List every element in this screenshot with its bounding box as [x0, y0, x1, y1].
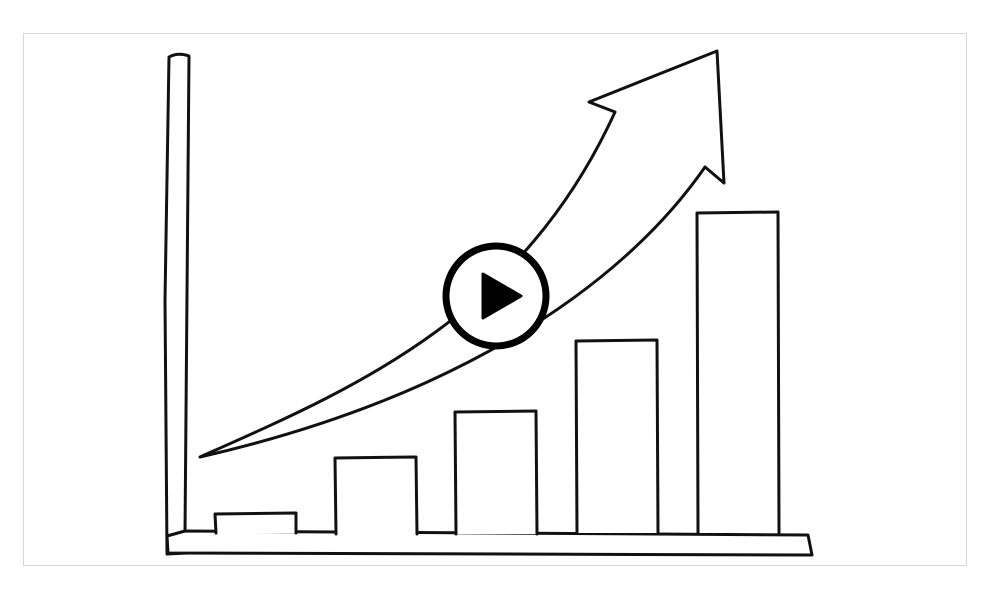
bar — [213, 511, 298, 535]
play-button[interactable] — [442, 242, 550, 350]
bar — [574, 338, 660, 535]
axis-horizontal — [165, 529, 814, 557]
play-icon[interactable] — [481, 272, 523, 320]
bar — [333, 455, 419, 536]
bar — [453, 409, 539, 536]
trend-arrow — [198, 49, 726, 459]
bar — [695, 210, 781, 535]
axis-vertical — [163, 52, 191, 556]
